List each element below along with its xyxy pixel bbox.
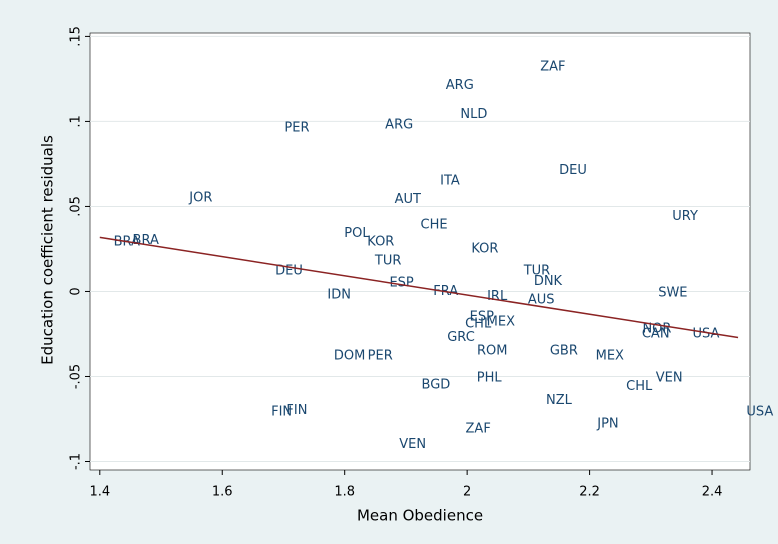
point-label: GBR bbox=[550, 343, 578, 358]
point-label: PHL bbox=[477, 371, 503, 386]
point-label: FIN bbox=[286, 403, 307, 418]
plot-area bbox=[89, 32, 751, 471]
point-label: MEX bbox=[596, 349, 624, 364]
point-label: VEN bbox=[399, 437, 426, 452]
point-label: DEU bbox=[275, 264, 303, 279]
point-label: ROM bbox=[477, 343, 507, 358]
point-label: CHL bbox=[626, 379, 653, 394]
y-tick-label: .1 bbox=[69, 115, 84, 127]
x-tick-label: 1.6 bbox=[212, 485, 233, 500]
point-label: ZAF bbox=[466, 422, 491, 437]
point-label: ARG bbox=[446, 78, 474, 93]
x-tick-label: 1.4 bbox=[89, 485, 110, 500]
point-label: IRL bbox=[487, 289, 508, 304]
point-label: ESP bbox=[470, 309, 494, 324]
point-label: POL bbox=[344, 226, 370, 241]
point-label: AUT bbox=[395, 192, 421, 207]
point-label: NZL bbox=[546, 393, 573, 408]
y-tick-label: .05 bbox=[69, 196, 84, 217]
y-axis-title: Education coefficient residuals bbox=[39, 135, 57, 365]
y-tick-label: .15 bbox=[69, 26, 84, 47]
point-label: DEU bbox=[559, 163, 587, 178]
point-label: JPN bbox=[596, 417, 618, 432]
y-tick-label: -.05 bbox=[69, 364, 84, 389]
point-label: GRC bbox=[447, 330, 475, 345]
fit-line bbox=[99, 236, 739, 339]
y-tick-label: -.1 bbox=[69, 453, 84, 470]
point-label: CHE bbox=[421, 218, 448, 233]
point-label: NOR bbox=[642, 321, 671, 336]
point-label: ARG bbox=[385, 117, 413, 132]
point-label: CHL bbox=[465, 316, 492, 331]
x-axis-title: Mean Obedience bbox=[357, 507, 483, 525]
point-label: IDN bbox=[327, 287, 351, 302]
point-label: MEX bbox=[487, 315, 515, 330]
point-label: CAN bbox=[642, 326, 670, 341]
point-label: FIN bbox=[271, 405, 292, 420]
point-label: TUR bbox=[374, 253, 402, 268]
point-label: KOR bbox=[367, 235, 394, 250]
point-label: PER bbox=[284, 121, 309, 136]
point-label: DNK bbox=[534, 274, 563, 289]
point-label: NLD bbox=[460, 107, 487, 122]
point-label: JOR bbox=[188, 190, 212, 205]
point-label: TUR bbox=[523, 264, 551, 279]
point-label: AUS bbox=[528, 292, 555, 307]
point-label: PER bbox=[368, 349, 393, 364]
point-label: SWE bbox=[658, 286, 687, 301]
point-label: KOR bbox=[471, 241, 498, 256]
y-tick-label: 0 bbox=[69, 287, 84, 295]
point-label: DOM bbox=[334, 349, 365, 364]
point-label: URY bbox=[672, 209, 698, 224]
point-label: BGD bbox=[422, 377, 451, 392]
point-label: USA bbox=[692, 326, 719, 341]
point-label: VEN bbox=[656, 371, 683, 386]
point-label: ZAF bbox=[540, 60, 565, 75]
x-tick-label: 1.8 bbox=[334, 485, 355, 500]
x-tick-label: 2.2 bbox=[579, 485, 600, 500]
x-tick-label: 2 bbox=[463, 485, 471, 500]
x-tick-label: 2.4 bbox=[702, 485, 723, 500]
point-label: USA bbox=[746, 405, 773, 420]
point-label: ITA bbox=[440, 173, 460, 188]
point-label: ESP bbox=[389, 275, 413, 290]
